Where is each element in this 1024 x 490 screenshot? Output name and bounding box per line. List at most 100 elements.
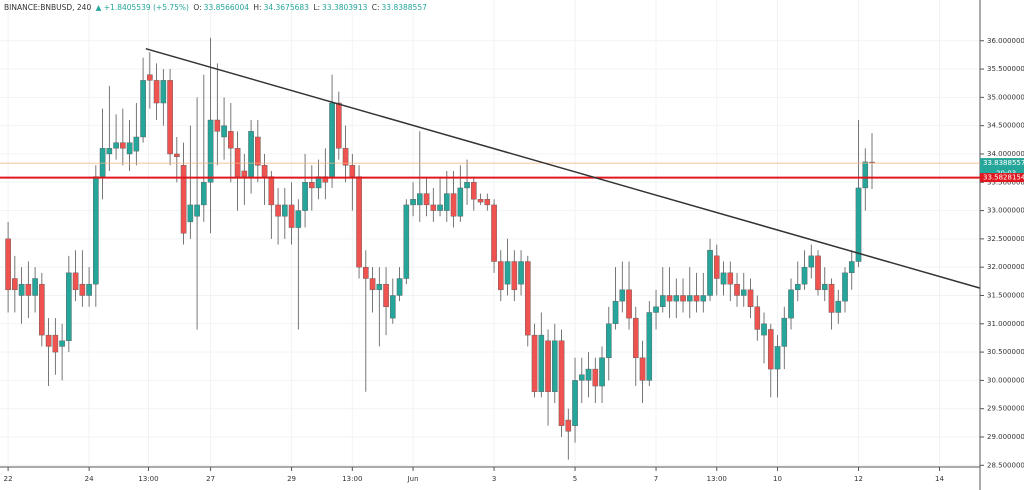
candle-body (329, 102, 335, 177)
y-tick-label: 30.5000000 (987, 348, 1024, 356)
candle-body (646, 312, 653, 381)
candle-body (39, 283, 45, 336)
candle-body (464, 182, 470, 189)
candle-body (214, 119, 221, 132)
candle-body (848, 261, 855, 274)
candle-body (794, 283, 801, 291)
candle-body (113, 142, 119, 149)
candle-body (565, 419, 572, 432)
candle-body (221, 125, 227, 138)
candle-body (45, 334, 52, 347)
y-tick-label: 34.0000000 (987, 150, 1024, 158)
ohlc-key: L: (313, 3, 321, 12)
candle-body (653, 306, 659, 313)
candle-body (228, 131, 234, 149)
y-tick-label: 30.0000000 (987, 376, 1024, 384)
candle-body (491, 204, 497, 262)
candle-body (545, 340, 551, 392)
candle-body (234, 148, 241, 177)
candle-body (767, 329, 774, 370)
ohlc-value: 33.8566004 (203, 3, 250, 12)
candle-body (126, 142, 133, 155)
ohlc-key: H: (253, 3, 262, 12)
candle-body (754, 306, 761, 330)
candle-body (740, 289, 747, 296)
candle-body (390, 295, 396, 319)
candle-body (207, 119, 214, 183)
candle-body (403, 204, 410, 279)
candle-body (5, 238, 11, 291)
change: ▲ +1.8405539 (+5.75%) (95, 3, 189, 12)
candle-body (720, 272, 727, 285)
candle-body (336, 102, 342, 149)
candle-body (558, 340, 565, 426)
candle-body (511, 261, 518, 291)
x-tick-label: 7 (654, 475, 658, 483)
candle-body (430, 204, 437, 211)
candle-body (133, 136, 140, 152)
candle-body (801, 266, 808, 285)
ohlc-value: 33.8388557 (381, 3, 427, 12)
candle-body (255, 136, 261, 166)
y-tick-label: 28.5000000 (987, 461, 1024, 469)
candle-body (140, 80, 146, 138)
candle-body (444, 193, 450, 211)
candle-body (808, 255, 815, 268)
candle-body (835, 300, 842, 313)
candle-body (761, 323, 767, 336)
x-tick-label: 12 (854, 475, 863, 483)
candle-body (774, 346, 781, 370)
candle-body (524, 261, 531, 336)
candle-body (457, 187, 464, 217)
candle-body (538, 334, 545, 392)
candle-body (12, 278, 18, 291)
ohlc-value: 34.3675683 (263, 3, 309, 12)
candle-body (410, 199, 416, 206)
x-tick-label: 5 (573, 475, 577, 483)
candle-body (585, 368, 592, 381)
candle-body (727, 272, 734, 285)
x-tick-label: 14 (935, 475, 944, 483)
candle-body (531, 334, 538, 392)
candle-body (72, 272, 79, 291)
candle-body (66, 272, 72, 341)
candle-body (282, 204, 288, 217)
candle-body (815, 255, 821, 291)
candle-body (147, 74, 153, 81)
candle-body (700, 295, 707, 302)
candle-body (376, 283, 383, 291)
candle-body (605, 323, 612, 358)
candle-body (194, 204, 200, 217)
candle-body (396, 278, 403, 296)
candle-body (842, 272, 848, 302)
y-tick-label: 32.5000000 (987, 235, 1024, 243)
level-label-box (980, 173, 1024, 183)
y-tick-label: 29.0000000 (987, 433, 1024, 441)
candle-body (747, 289, 754, 308)
candle-body (295, 210, 302, 228)
candle-body (309, 182, 315, 189)
candle-body (153, 80, 160, 104)
candle-body (592, 368, 599, 387)
candle-body (120, 142, 126, 149)
price-label: 33.8388557 (983, 159, 1024, 167)
x-tick-label: 13:00 (707, 475, 727, 483)
candle-body (828, 283, 835, 313)
candle-body (693, 295, 700, 302)
candle-body (504, 261, 511, 285)
candle-body (821, 283, 828, 291)
candle-body (437, 204, 443, 211)
y-tick-label: 33.0000000 (987, 207, 1024, 215)
candle-body (201, 182, 207, 206)
candle-body (680, 295, 686, 302)
x-tick-label: 13:00 (342, 475, 362, 483)
candle-body (288, 204, 295, 228)
candle-body (79, 283, 86, 296)
candle-body (187, 204, 194, 223)
x-tick-label: 27 (206, 475, 215, 483)
candle-body (356, 176, 362, 268)
candle-body (417, 193, 423, 206)
candle-body (383, 283, 389, 308)
